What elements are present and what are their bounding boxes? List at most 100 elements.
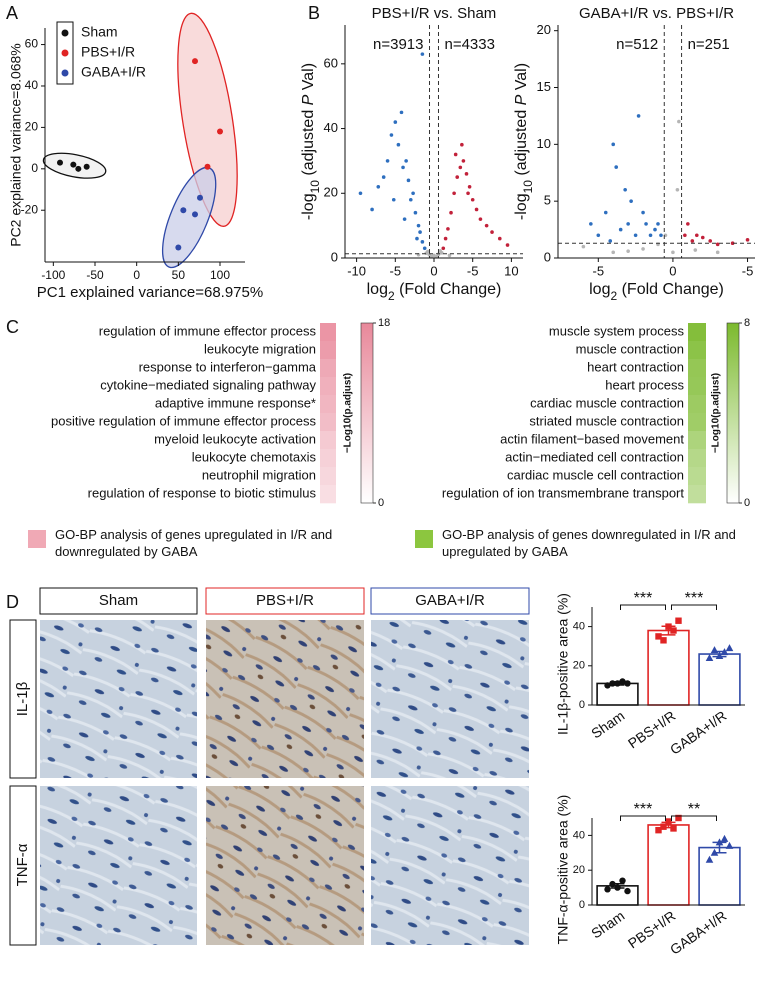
label-part: (Fold Change): [395, 281, 502, 298]
point: [686, 222, 690, 226]
point: [401, 165, 405, 170]
point: [460, 142, 464, 147]
point: [484, 223, 489, 228]
x-tick-label: -50: [86, 268, 104, 282]
row-box: [9, 785, 37, 946]
x-tick-label: 0: [133, 268, 140, 282]
label-part: 10: [308, 180, 322, 194]
point: [665, 623, 672, 630]
point: [415, 236, 419, 241]
heat-cell: [688, 377, 706, 396]
point: [715, 652, 724, 659]
row-label: IL-1β: [14, 681, 31, 716]
x-tick-label: GABA+I/R: [667, 707, 729, 757]
heat-cell: [688, 413, 706, 432]
significance-bracket: [620, 604, 666, 610]
panel-label: B: [308, 3, 320, 23]
heat-cell: [688, 449, 706, 468]
point: [408, 197, 413, 202]
point: [656, 222, 660, 226]
panel-label: C: [6, 317, 19, 337]
point: [426, 249, 430, 254]
point: [614, 165, 619, 169]
point: [675, 617, 682, 624]
legend-marker: [61, 49, 69, 57]
legend-swatch: [28, 530, 46, 548]
heat-cell: [320, 377, 336, 396]
point: [452, 191, 456, 196]
label-part: P: [300, 94, 317, 105]
significance-label: ***: [685, 590, 704, 607]
legend-label: PBS+I/R: [81, 44, 135, 60]
point: [677, 119, 681, 124]
y-axis-label: IL-1β-positive area (%): [555, 593, 571, 735]
annotation: n=512: [616, 36, 658, 53]
significance-label: ***: [634, 590, 653, 607]
point: [611, 250, 616, 255]
term-label: neutrophil migration: [202, 467, 316, 482]
label-part: 2: [388, 289, 395, 303]
point: [455, 175, 460, 179]
point: [589, 222, 593, 226]
point: [708, 239, 713, 243]
point: [655, 633, 662, 640]
heat-cell: [320, 485, 336, 504]
point: [83, 163, 90, 170]
annotation: n=4333: [444, 36, 494, 53]
chart-title: GABA+I/R vs. PBS+I/R: [579, 5, 734, 22]
chart-title: PBS+I/R vs. Sham: [372, 5, 497, 22]
point: [705, 855, 714, 863]
term-label: muscle system process: [549, 323, 685, 338]
point: [175, 244, 182, 251]
y-tick-label: 60: [324, 55, 338, 70]
point: [391, 197, 396, 202]
column-label: Sham: [99, 592, 138, 609]
term-label: regulation of response to biotic stimulu…: [88, 485, 317, 500]
x-tick-label: 100: [210, 268, 230, 282]
point: [626, 249, 630, 253]
term-label: striated muscle contraction: [529, 413, 684, 428]
x-tick-label: Sham: [588, 907, 627, 941]
label-part: log: [589, 281, 610, 298]
label-part: -log: [513, 193, 530, 220]
point: [422, 246, 427, 251]
point: [376, 185, 381, 189]
heat-cell: [688, 323, 706, 342]
micrograph: [40, 620, 197, 778]
point: [470, 197, 475, 202]
point: [653, 227, 657, 232]
term-label: leukocyte migration: [204, 341, 316, 356]
point: [418, 230, 422, 234]
heat-cell: [320, 431, 336, 450]
colorbar-tick-label: 0: [378, 497, 384, 509]
point: [490, 230, 494, 234]
term-label: leukocyte chemotaxis: [192, 449, 317, 464]
point: [449, 210, 453, 215]
label-part: P: [513, 94, 530, 105]
point: [381, 175, 386, 179]
bar: [647, 629, 690, 706]
point: [683, 233, 687, 238]
colorbar: [360, 322, 374, 504]
y-tick-label: 40: [573, 621, 585, 633]
micrograph: [371, 786, 529, 945]
y-tick-label: 40: [25, 78, 39, 92]
term-label: positive regulation of immune effector p…: [51, 413, 316, 428]
y-tick-label: 10: [537, 136, 551, 151]
point: [665, 818, 672, 825]
point: [453, 152, 458, 157]
point: [466, 191, 470, 196]
point: [402, 217, 407, 221]
y-tick-label: -20: [21, 202, 39, 216]
legend-label: GABA+I/R: [81, 64, 146, 80]
heat-cell: [688, 395, 706, 414]
column-label: GABA+I/R: [415, 592, 485, 609]
legend-marker: [61, 29, 69, 37]
point: [420, 240, 425, 244]
point: [393, 120, 398, 124]
point: [715, 242, 720, 247]
point: [705, 653, 714, 661]
heat-cell: [688, 467, 706, 486]
y-tick-label: 0: [579, 899, 585, 911]
legend-label: Sham: [81, 24, 118, 40]
